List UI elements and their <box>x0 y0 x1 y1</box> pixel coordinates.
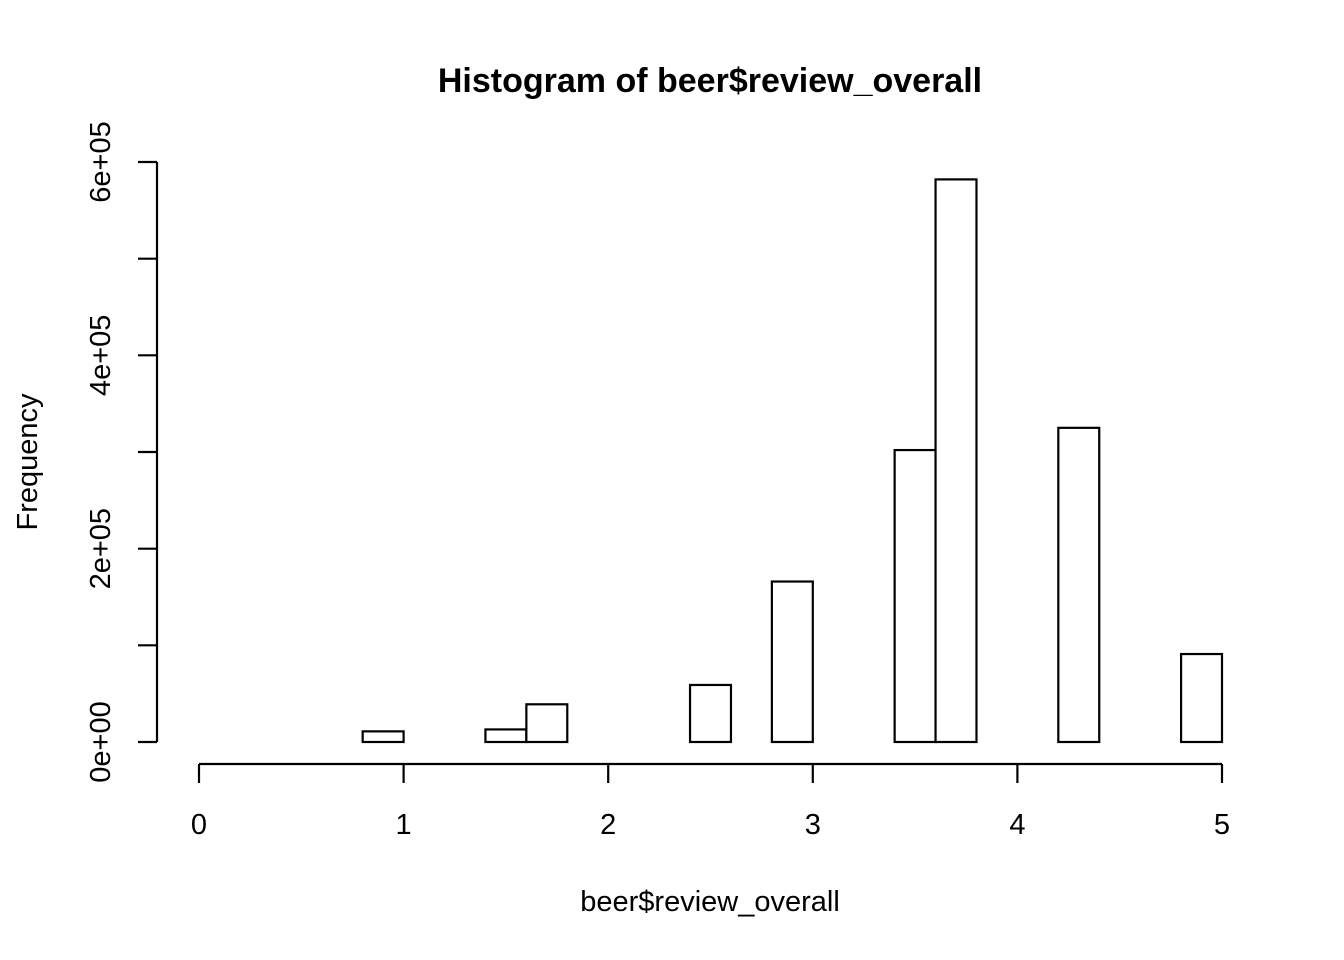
histogram-bar <box>893 448 937 744</box>
y-tick-label: 4e+05 <box>85 315 117 396</box>
histogram-bar <box>1179 652 1224 744</box>
x-axis-label: beer$review_overall <box>580 886 840 918</box>
y-axis: 0e+00 2e+05 4e+05 6e+05 <box>85 121 159 783</box>
x-tick-label: 3 <box>805 809 821 841</box>
chart-title: Histogram of beer$review_overall <box>438 62 982 100</box>
x-tick-label: 2 <box>600 809 616 841</box>
histogram-bar <box>361 730 405 744</box>
x-tick-label: 4 <box>1009 809 1025 841</box>
histogram-bar <box>688 683 733 744</box>
y-tick-label: 0e+00 <box>85 701 117 782</box>
y-axis-label: Frequency <box>12 393 44 531</box>
histogram-bar <box>934 178 978 744</box>
histogram-bar <box>484 728 528 744</box>
histogram-bar <box>525 703 569 744</box>
histogram-bar <box>1057 426 1101 744</box>
x-tick-label: 5 <box>1214 809 1230 841</box>
y-tick-label: 6e+05 <box>85 121 117 202</box>
bars-group <box>361 178 1224 744</box>
y-tick-label: 2e+05 <box>85 508 117 589</box>
x-tick-label: 1 <box>396 809 412 841</box>
histogram-bar <box>770 580 814 744</box>
x-axis: 0 1 2 3 4 5 <box>191 762 1230 841</box>
x-tick-label: 0 <box>191 809 207 841</box>
